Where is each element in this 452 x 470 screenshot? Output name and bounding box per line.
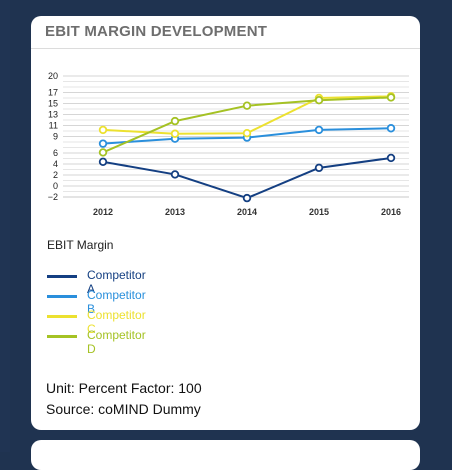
y-tick-label: 6 <box>53 148 58 158</box>
x-tick-label: 2014 <box>237 207 257 217</box>
legend-swatch <box>47 315 77 318</box>
x-axis-ticks: 2012 2013 2014 2015 2016 <box>93 207 401 217</box>
data-point <box>386 153 396 163</box>
data-point <box>386 124 396 133</box>
next-card <box>31 440 420 470</box>
data-point <box>170 129 180 138</box>
legend-swatch <box>47 275 77 278</box>
data-point <box>170 170 180 179</box>
y-tick-label: 4 <box>53 159 58 169</box>
data-point <box>242 128 252 138</box>
legend-label: Competitor B <box>87 288 146 316</box>
legend-label: Competitor C <box>87 308 146 336</box>
y-tick-label: 17 <box>48 88 58 98</box>
series-points <box>98 92 396 203</box>
y-tick-label: 20 <box>48 71 58 81</box>
y-tick-label: −2 <box>48 192 58 202</box>
data-point <box>242 101 252 110</box>
data-point <box>314 95 324 105</box>
x-tick-label: 2016 <box>381 207 401 217</box>
data-point <box>170 116 180 126</box>
data-point <box>242 193 252 203</box>
y-tick-label: 13 <box>48 110 58 120</box>
y-tick-label: 9 <box>53 132 58 142</box>
y-tick-label: 15 <box>48 99 58 109</box>
chart-grid <box>63 75 409 198</box>
card-title: EBIT MARGIN DEVELOPMENT <box>45 23 268 40</box>
source-text: Source: coMIND Dummy <box>46 401 201 417</box>
data-point <box>98 157 108 166</box>
legend-label: Competitor A <box>87 268 146 296</box>
data-point <box>314 163 324 173</box>
data-point <box>98 148 108 157</box>
chart-footer: Unit: Percent Factor: 100 Source: coMIND… <box>46 378 202 420</box>
legend-swatch <box>47 295 77 298</box>
x-tick-label: 2012 <box>93 207 113 217</box>
background-edge <box>0 0 10 452</box>
y-tick-label: 0 <box>53 181 58 191</box>
y-tick-label: 11 <box>49 121 58 131</box>
chart-subtitle: EBIT Margin <box>47 238 114 252</box>
title-divider <box>31 48 420 49</box>
data-point <box>314 125 324 135</box>
x-tick-label: 2015 <box>309 207 329 217</box>
chart-card: EBIT MARGIN DEVELOPMENT −2 0 2 4 6 9 11 13 15 17 2… <box>31 16 420 430</box>
data-point <box>386 93 396 102</box>
y-tick-label: 2 <box>53 170 58 180</box>
legend-swatch <box>47 335 77 338</box>
data-point <box>98 139 108 148</box>
data-point <box>98 125 108 135</box>
x-tick-label: 2013 <box>165 207 185 217</box>
unit-text: Unit: Percent Factor: 100 <box>46 380 202 396</box>
legend-label: Competitor D <box>87 328 146 356</box>
